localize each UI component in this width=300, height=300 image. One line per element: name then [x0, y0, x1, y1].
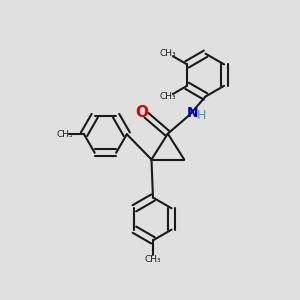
Text: CH₃: CH₃: [145, 256, 161, 265]
Text: N: N: [187, 106, 199, 120]
Text: H: H: [197, 109, 206, 122]
Text: CH₃: CH₃: [160, 49, 177, 58]
Text: CH₃: CH₃: [56, 130, 73, 139]
Text: O: O: [136, 105, 148, 120]
Text: CH₃: CH₃: [160, 92, 177, 101]
